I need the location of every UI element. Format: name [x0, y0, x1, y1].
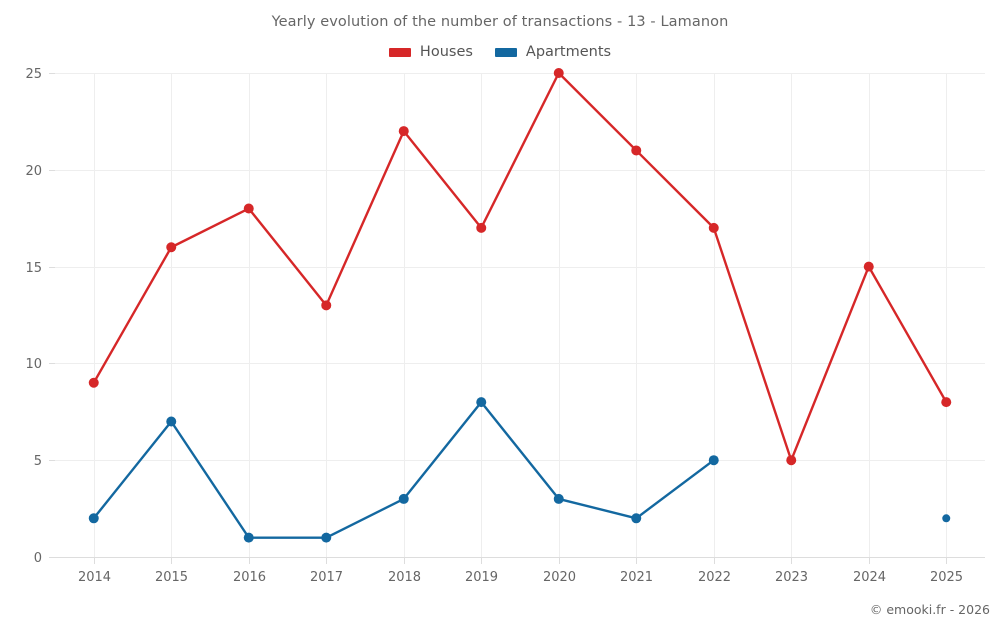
- data-point-houses-2020[interactable]: [553, 68, 564, 78]
- x-tick-label: 2017: [310, 570, 343, 585]
- x-tick-label: 2018: [388, 570, 421, 585]
- x-tick-label: 2015: [155, 570, 188, 585]
- data-point-apartments-2025[interactable]: [942, 514, 951, 523]
- legend-label-houses: Houses: [419, 44, 473, 60]
- y-tick-label: 25: [25, 67, 42, 82]
- data-point-houses-2022[interactable]: [708, 222, 719, 233]
- y-tick-label: 10: [25, 357, 42, 372]
- data-point-apartments-2017[interactable]: [321, 532, 332, 543]
- y-tick-label: 5: [34, 454, 42, 469]
- chart-title: Yearly evolution of the number of transa…: [271, 14, 729, 30]
- data-point-houses-2018[interactable]: [398, 126, 409, 137]
- data-point-houses-2014[interactable]: [88, 377, 99, 388]
- data-point-apartments-2020[interactable]: [553, 493, 564, 504]
- data-point-houses-2021[interactable]: [631, 145, 642, 156]
- data-point-apartments-2019[interactable]: [476, 397, 487, 408]
- legend-swatch-icon-houses: [388, 47, 411, 57]
- chart-legend: Houses Apartments: [0, 44, 1000, 60]
- data-point-apartments-2015[interactable]: [166, 416, 177, 427]
- legend-label-apartments: Apartments: [525, 44, 612, 60]
- series-line-apartments: [92, 400, 715, 539]
- x-tick-label: 2014: [78, 570, 111, 585]
- legend-swatch-icon-apartments: [494, 47, 517, 57]
- x-tick-label: 2023: [775, 570, 808, 585]
- legend-item-apartments[interactable]: Apartments: [494, 44, 612, 60]
- data-point-apartments-2022[interactable]: [708, 455, 719, 466]
- y-tick-label: 0: [34, 551, 42, 566]
- x-tick-label: 2019: [465, 570, 498, 585]
- x-tick-label: 2021: [620, 570, 653, 585]
- x-tick-label: 2025: [930, 570, 963, 585]
- x-tick-label: 2016: [233, 570, 266, 585]
- legend-item-houses[interactable]: Houses: [388, 44, 473, 60]
- data-point-apartments-2014[interactable]: [88, 513, 99, 524]
- copyright-credit: © emooki.fr - 2026: [869, 602, 990, 617]
- data-point-apartments-2016[interactable]: [243, 532, 254, 543]
- y-tick-label: 20: [25, 164, 42, 179]
- x-tick-label: 2020: [543, 570, 576, 585]
- x-tick-label: 2022: [698, 570, 731, 585]
- data-point-houses-2016[interactable]: [243, 203, 254, 214]
- data-point-houses-2015[interactable]: [166, 242, 177, 253]
- data-point-houses-2019[interactable]: [476, 222, 487, 233]
- y-tick-label: 15: [25, 261, 42, 276]
- data-point-houses-2017[interactable]: [321, 300, 332, 311]
- x-tick-label: 2024: [853, 570, 886, 585]
- data-point-houses-2023[interactable]: [786, 455, 797, 466]
- series-line-houses: [92, 71, 948, 462]
- data-point-apartments-2018[interactable]: [398, 493, 409, 504]
- data-point-apartments-2021[interactable]: [631, 513, 642, 524]
- data-point-houses-2025[interactable]: [941, 397, 952, 408]
- data-point-houses-2024[interactable]: [863, 261, 874, 272]
